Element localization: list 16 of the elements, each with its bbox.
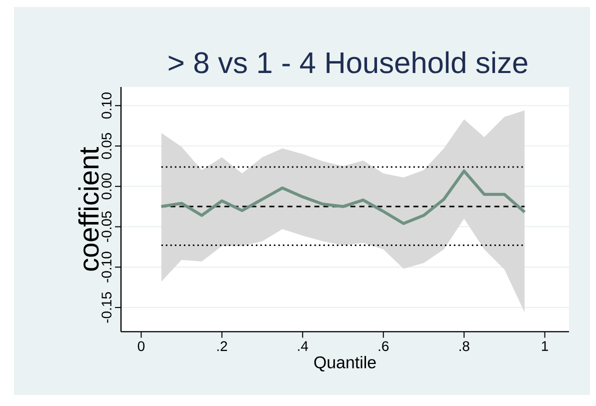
x-tick-label: .2 (217, 341, 228, 351)
y-tick-label: 0.00 (102, 173, 112, 200)
y-tick-label: 0.05 (102, 132, 112, 159)
y-tick-label: -0.05 (102, 211, 112, 242)
y-tick-label: -0.15 (102, 292, 112, 323)
x-tick-label: .6 (378, 341, 389, 352)
line-series (160, 169, 526, 225)
x-tick-label: 0 (138, 341, 145, 352)
y-tick-label: 0.10 (102, 92, 112, 119)
x-tick-label: 1 (542, 341, 548, 351)
x-axis-title: Quantile (314, 356, 376, 372)
y-tick-label: -0.10 (102, 252, 112, 282)
chart-title: > 8 vs 1 - 4 Household size (168, 51, 528, 74)
x-tick-label: .8 (460, 341, 470, 352)
y-axis-title: coefficient (78, 147, 99, 271)
x-tick-label: .4 (298, 341, 308, 351)
